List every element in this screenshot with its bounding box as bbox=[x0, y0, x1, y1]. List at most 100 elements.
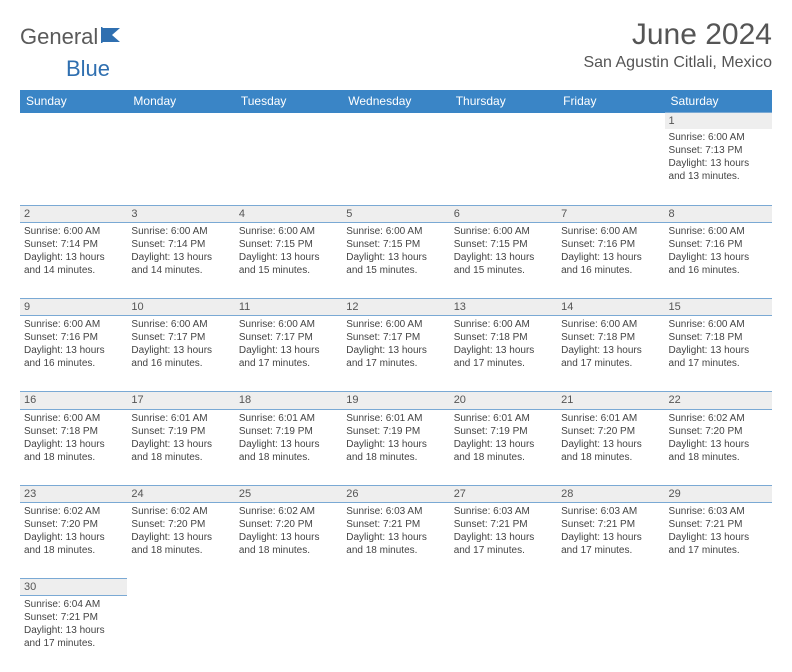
day-sunrise: Sunrise: 6:00 AM bbox=[239, 225, 338, 238]
day-number-cell bbox=[342, 578, 449, 595]
day-number-cell: 3 bbox=[127, 205, 234, 222]
day-day1: Daylight: 13 hours bbox=[561, 344, 660, 357]
day-day2: and 14 minutes. bbox=[131, 264, 230, 277]
day-day1: Daylight: 13 hours bbox=[24, 251, 123, 264]
title-location: San Agustin Citlali, Mexico bbox=[583, 54, 772, 72]
day-cell: Sunrise: 6:02 AMSunset: 7:20 PMDaylight:… bbox=[235, 502, 342, 578]
day-sunrise: Sunrise: 6:00 AM bbox=[454, 225, 553, 238]
day-sunrise: Sunrise: 6:00 AM bbox=[131, 318, 230, 331]
day-day1: Daylight: 13 hours bbox=[454, 438, 553, 451]
day-day1: Daylight: 13 hours bbox=[669, 531, 768, 544]
day-number-cell bbox=[127, 113, 234, 130]
day-day2: and 14 minutes. bbox=[24, 264, 123, 277]
day-number-cell: 27 bbox=[450, 485, 557, 502]
day-cell bbox=[450, 596, 557, 672]
week-row: Sunrise: 6:00 AMSunset: 7:13 PMDaylight:… bbox=[20, 129, 772, 205]
day-sunrise: Sunrise: 6:02 AM bbox=[131, 505, 230, 518]
day-sunset: Sunset: 7:19 PM bbox=[131, 425, 230, 438]
day-cell bbox=[20, 129, 127, 205]
day-cell bbox=[127, 596, 234, 672]
day-sunrise: Sunrise: 6:00 AM bbox=[669, 131, 768, 144]
day-cell bbox=[557, 129, 664, 205]
day-day1: Daylight: 13 hours bbox=[669, 344, 768, 357]
flag-icon bbox=[100, 26, 124, 44]
day-day2: and 15 minutes. bbox=[346, 264, 445, 277]
weekday-header: Tuesday bbox=[235, 90, 342, 113]
day-cell: Sunrise: 6:00 AMSunset: 7:15 PMDaylight:… bbox=[450, 223, 557, 299]
day-cell: Sunrise: 6:00 AMSunset: 7:18 PMDaylight:… bbox=[20, 409, 127, 485]
day-day2: and 17 minutes. bbox=[239, 357, 338, 370]
day-day2: and 18 minutes. bbox=[131, 544, 230, 557]
day-number-row: 16171819202122 bbox=[20, 392, 772, 409]
day-number-cell: 28 bbox=[557, 485, 664, 502]
day-number-cell: 15 bbox=[665, 299, 772, 316]
day-sunset: Sunset: 7:18 PM bbox=[561, 331, 660, 344]
day-sunset: Sunset: 7:20 PM bbox=[131, 518, 230, 531]
day-cell: Sunrise: 6:04 AMSunset: 7:21 PMDaylight:… bbox=[20, 596, 127, 672]
day-cell: Sunrise: 6:01 AMSunset: 7:19 PMDaylight:… bbox=[235, 409, 342, 485]
day-day2: and 18 minutes. bbox=[24, 544, 123, 557]
day-cell: Sunrise: 6:00 AMSunset: 7:18 PMDaylight:… bbox=[665, 316, 772, 392]
day-cell: Sunrise: 6:00 AMSunset: 7:18 PMDaylight:… bbox=[450, 316, 557, 392]
day-day2: and 17 minutes. bbox=[669, 357, 768, 370]
day-sunset: Sunset: 7:21 PM bbox=[24, 611, 123, 624]
day-day1: Daylight: 13 hours bbox=[561, 531, 660, 544]
day-number-cell: 10 bbox=[127, 299, 234, 316]
day-day2: and 16 minutes. bbox=[561, 264, 660, 277]
day-day1: Daylight: 13 hours bbox=[561, 251, 660, 264]
day-sunrise: Sunrise: 6:03 AM bbox=[346, 505, 445, 518]
day-sunrise: Sunrise: 6:00 AM bbox=[239, 318, 338, 331]
day-cell: Sunrise: 6:00 AMSunset: 7:16 PMDaylight:… bbox=[665, 223, 772, 299]
day-sunset: Sunset: 7:18 PM bbox=[669, 331, 768, 344]
day-day2: and 15 minutes. bbox=[454, 264, 553, 277]
day-cell: Sunrise: 6:00 AMSunset: 7:15 PMDaylight:… bbox=[342, 223, 449, 299]
day-cell: Sunrise: 6:03 AMSunset: 7:21 PMDaylight:… bbox=[665, 502, 772, 578]
day-number-row: 9101112131415 bbox=[20, 299, 772, 316]
day-number-cell bbox=[450, 113, 557, 130]
day-number-cell: 9 bbox=[20, 299, 127, 316]
day-sunset: Sunset: 7:20 PM bbox=[669, 425, 768, 438]
day-number-cell: 4 bbox=[235, 205, 342, 222]
day-cell bbox=[342, 129, 449, 205]
day-day1: Daylight: 13 hours bbox=[346, 344, 445, 357]
day-day1: Daylight: 13 hours bbox=[346, 251, 445, 264]
day-cell: Sunrise: 6:03 AMSunset: 7:21 PMDaylight:… bbox=[450, 502, 557, 578]
week-row: Sunrise: 6:00 AMSunset: 7:14 PMDaylight:… bbox=[20, 223, 772, 299]
day-sunrise: Sunrise: 6:01 AM bbox=[131, 412, 230, 425]
day-sunrise: Sunrise: 6:01 AM bbox=[561, 412, 660, 425]
day-day1: Daylight: 13 hours bbox=[669, 251, 768, 264]
day-day2: and 18 minutes. bbox=[239, 451, 338, 464]
day-sunset: Sunset: 7:17 PM bbox=[239, 331, 338, 344]
day-cell: Sunrise: 6:02 AMSunset: 7:20 PMDaylight:… bbox=[127, 502, 234, 578]
day-number-cell: 18 bbox=[235, 392, 342, 409]
day-cell: Sunrise: 6:00 AMSunset: 7:17 PMDaylight:… bbox=[127, 316, 234, 392]
day-sunset: Sunset: 7:16 PM bbox=[24, 331, 123, 344]
title-block: June 2024 San Agustin Citlali, Mexico bbox=[583, 18, 772, 72]
day-sunrise: Sunrise: 6:03 AM bbox=[561, 505, 660, 518]
day-number-cell: 7 bbox=[557, 205, 664, 222]
day-number-row: 23242526272829 bbox=[20, 485, 772, 502]
day-sunrise: Sunrise: 6:00 AM bbox=[346, 318, 445, 331]
day-sunrise: Sunrise: 6:02 AM bbox=[239, 505, 338, 518]
day-cell: Sunrise: 6:00 AMSunset: 7:17 PMDaylight:… bbox=[342, 316, 449, 392]
day-sunset: Sunset: 7:14 PM bbox=[24, 238, 123, 251]
day-day2: and 15 minutes. bbox=[239, 264, 338, 277]
weekday-header-row: Sunday Monday Tuesday Wednesday Thursday… bbox=[20, 90, 772, 113]
brand-logo: General bbox=[20, 18, 124, 50]
brand-part1: General bbox=[20, 24, 98, 50]
day-sunset: Sunset: 7:21 PM bbox=[346, 518, 445, 531]
day-number-row: 2345678 bbox=[20, 205, 772, 222]
day-day2: and 16 minutes. bbox=[669, 264, 768, 277]
day-cell: Sunrise: 6:02 AMSunset: 7:20 PMDaylight:… bbox=[20, 502, 127, 578]
day-number-cell bbox=[342, 113, 449, 130]
day-number-cell: 12 bbox=[342, 299, 449, 316]
day-cell: Sunrise: 6:02 AMSunset: 7:20 PMDaylight:… bbox=[665, 409, 772, 485]
day-day2: and 18 minutes. bbox=[346, 451, 445, 464]
day-number-cell: 8 bbox=[665, 205, 772, 222]
day-sunset: Sunset: 7:21 PM bbox=[669, 518, 768, 531]
day-number-cell: 14 bbox=[557, 299, 664, 316]
day-number-cell: 17 bbox=[127, 392, 234, 409]
day-cell: Sunrise: 6:00 AMSunset: 7:15 PMDaylight:… bbox=[235, 223, 342, 299]
day-day2: and 17 minutes. bbox=[346, 357, 445, 370]
day-sunset: Sunset: 7:19 PM bbox=[346, 425, 445, 438]
